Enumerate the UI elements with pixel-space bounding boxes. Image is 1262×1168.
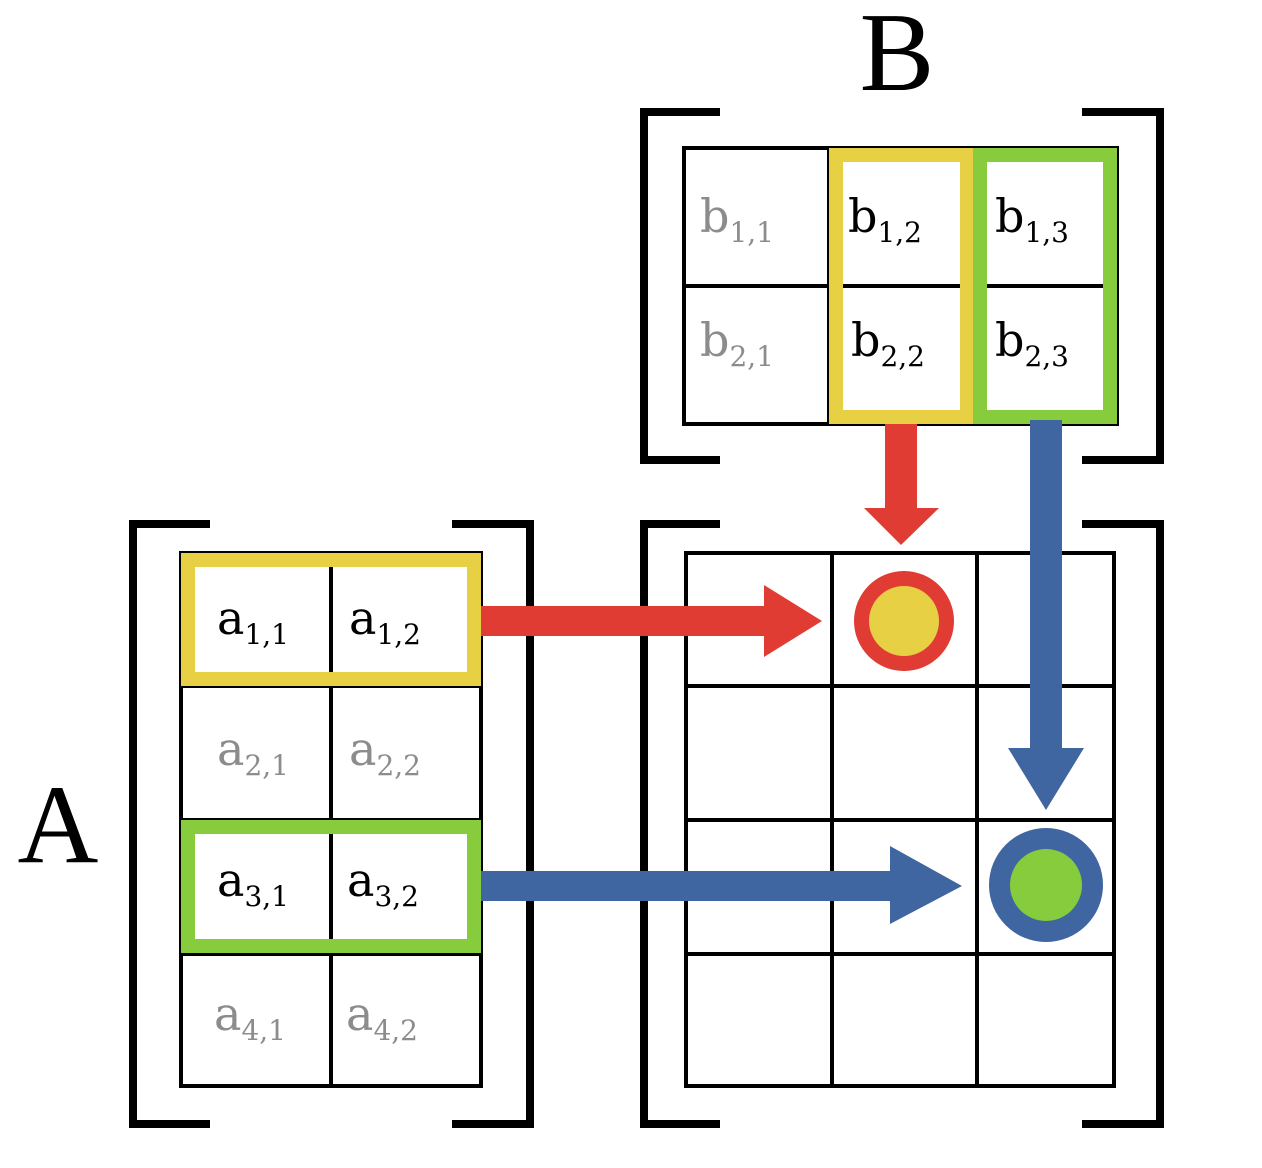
a-entry-2-2: a2,2	[349, 722, 421, 782]
result-marker-3-3	[989, 828, 1103, 942]
matrix-b: b1,1 b1,2 b1,3 b2,1 b2,2 b2,3	[640, 108, 1164, 464]
a-entry-4-1: a4,1	[214, 987, 286, 1047]
matrix-b-grid	[682, 146, 1119, 426]
matrix-b-column-3-highlight	[973, 148, 1117, 424]
blue-arrow-down	[1008, 420, 1084, 810]
result-left-bracket	[640, 520, 720, 1128]
matrix-b-right-bracket	[1082, 108, 1164, 464]
a-entry-1-1: a1,1	[217, 591, 289, 651]
matrix-a-row-3-highlight	[181, 820, 481, 953]
red-arrow-down	[864, 424, 939, 545]
a-entry-1-2: a1,2	[349, 591, 421, 651]
b-entry-2-3: b2,3	[995, 313, 1069, 373]
result-right-bracket	[1082, 520, 1164, 1128]
matrix-a-right-bracket	[452, 520, 534, 1128]
red-arrow-right	[481, 585, 822, 657]
a-entry-2-1: a2,1	[217, 722, 289, 782]
result-matrix	[640, 520, 1164, 1128]
matrix-b-label: B	[860, 0, 935, 115]
matrix-b-left-bracket	[640, 108, 720, 464]
matrix-a: a1,1 a1,2 a2,1 a2,2 a3,1 a3,2 a4,1 a4,2	[129, 520, 534, 1128]
matrix-a-left-bracket	[129, 520, 210, 1128]
matrix-a-label: A	[18, 763, 99, 887]
a-entry-3-2: a3,2	[347, 853, 419, 913]
b-entry-1-2: b1,2	[848, 189, 922, 249]
b-entry-2-2: b2,2	[851, 313, 925, 373]
b-entry-1-3: b1,3	[995, 189, 1069, 249]
b-entry-1-1: b1,1	[700, 189, 774, 249]
matrix-a-row-1-highlight	[181, 553, 481, 686]
b-entry-2-1: b2,1	[700, 313, 774, 373]
result-marker-1-2	[854, 571, 954, 671]
a-entry-3-1: a3,1	[217, 853, 289, 913]
a-entry-4-2: a4,2	[346, 987, 418, 1047]
matrix-b-column-2-highlight	[829, 148, 974, 424]
blue-arrow-right	[481, 846, 962, 924]
